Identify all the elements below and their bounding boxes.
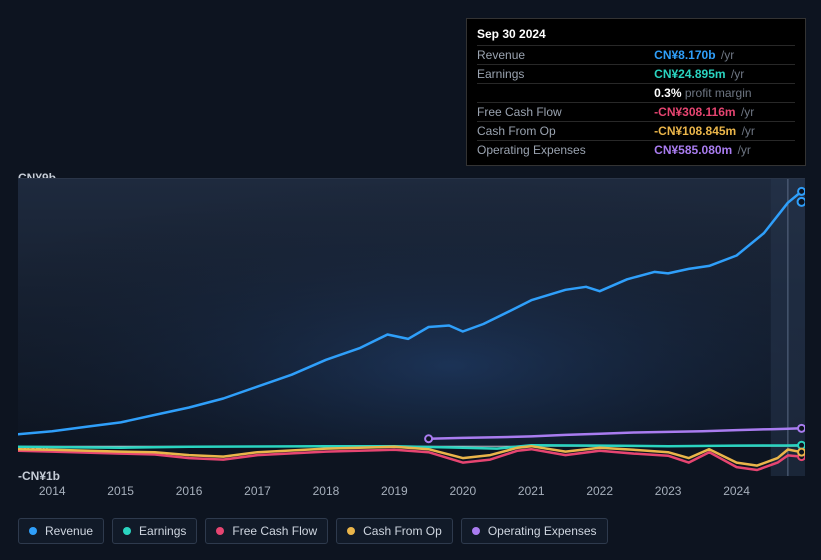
chart-legend: Revenue Earnings Free Cash Flow Cash From O… bbox=[18, 518, 608, 544]
legend-item-earnings[interactable]: Earnings bbox=[112, 518, 197, 544]
legend-item-free-cash-flow[interactable]: Free Cash Flow bbox=[205, 518, 328, 544]
tooltip-row-label: Cash From Op bbox=[477, 122, 654, 141]
x-axis-label: 2016 bbox=[176, 484, 203, 498]
tooltip-row-value: CN¥24.895m /yr bbox=[654, 65, 795, 84]
legend-item-revenue[interactable]: Revenue bbox=[18, 518, 104, 544]
tooltip-row-value: -CN¥108.845m /yr bbox=[654, 122, 795, 141]
legend-item-cash-from-op[interactable]: Cash From Op bbox=[336, 518, 453, 544]
legend-label: Free Cash Flow bbox=[232, 524, 317, 538]
x-axis-label: 2018 bbox=[313, 484, 340, 498]
x-axis-label: 2014 bbox=[39, 484, 66, 498]
tooltip-row-value: CN¥8.170b /yr bbox=[654, 46, 795, 65]
x-axis-label: 2015 bbox=[107, 484, 134, 498]
tooltip-table: RevenueCN¥8.170b /yrEarningsCN¥24.895m /… bbox=[477, 45, 795, 159]
tooltip-row-value: CN¥585.080m /yr bbox=[654, 141, 795, 160]
legend-dot-icon bbox=[29, 527, 37, 535]
legend-label: Revenue bbox=[45, 524, 93, 538]
tooltip-row-label: Earnings bbox=[477, 65, 654, 84]
tooltip-row-label: Free Cash Flow bbox=[477, 103, 654, 122]
series-cash-from-op bbox=[18, 446, 802, 465]
chart-plot[interactable] bbox=[18, 178, 805, 476]
x-axis-label: 2024 bbox=[723, 484, 750, 498]
legend-dot-icon bbox=[472, 527, 480, 535]
legend-label: Operating Expenses bbox=[488, 524, 597, 538]
x-axis-label: 2019 bbox=[381, 484, 408, 498]
legend-label: Cash From Op bbox=[363, 524, 442, 538]
x-axis-label: 2022 bbox=[586, 484, 613, 498]
financial-chart[interactable]: CN¥9bCN¥0-CN¥1b 201420152016201720182019… bbox=[18, 160, 805, 500]
x-axis-label: 2020 bbox=[449, 484, 476, 498]
tooltip-row-sub: 0.3% profit margin bbox=[654, 84, 795, 103]
legend-dot-icon bbox=[123, 527, 131, 535]
tooltip-date: Sep 30 2024 bbox=[477, 25, 795, 45]
x-axis-label: 2023 bbox=[655, 484, 682, 498]
legend-label: Earnings bbox=[139, 524, 186, 538]
legend-dot-icon bbox=[347, 527, 355, 535]
x-axis-label: 2021 bbox=[518, 484, 545, 498]
tooltip-row-label: Revenue bbox=[477, 46, 654, 65]
legend-dot-icon bbox=[216, 527, 224, 535]
tooltip-row-value: -CN¥308.116m /yr bbox=[654, 103, 795, 122]
chart-tooltip: Sep 30 2024 RevenueCN¥8.170b /yrEarnings… bbox=[466, 18, 806, 166]
legend-item-operating-expenses[interactable]: Operating Expenses bbox=[461, 518, 608, 544]
x-axis: 2014 2015 2016 2017 2018 2019 2020 2021 2022 2023… bbox=[18, 484, 805, 500]
x-axis-label: 2017 bbox=[244, 484, 271, 498]
tooltip-row-label: Operating Expenses bbox=[477, 141, 654, 160]
